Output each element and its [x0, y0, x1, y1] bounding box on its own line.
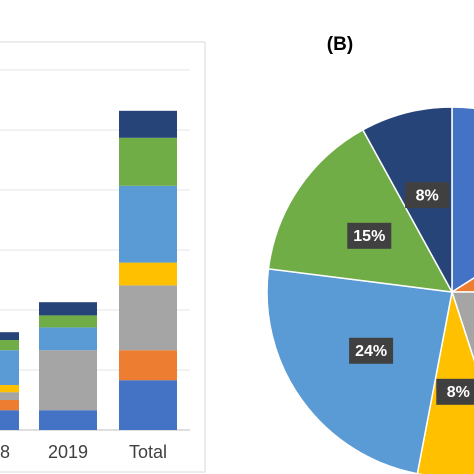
bar-segment	[39, 315, 97, 328]
pie-slice	[266, 267, 453, 474]
bar-segment	[0, 400, 19, 411]
data-label: 8%	[447, 384, 470, 401]
bar-segment	[39, 350, 97, 411]
bar-segment	[0, 350, 19, 385]
x-tick-label: Total	[129, 442, 167, 462]
bar-segment	[119, 285, 177, 351]
bar-segment	[119, 380, 177, 430]
bar-segment	[0, 410, 19, 430]
label-box	[349, 337, 394, 364]
label-box	[436, 378, 474, 405]
bar-segment	[119, 350, 177, 381]
bar-segment	[0, 392, 19, 400]
data-label: 24%	[355, 343, 387, 360]
x-tick-label: 2019	[48, 442, 88, 462]
bar-segment	[0, 340, 19, 351]
pie-title: (B)	[327, 34, 353, 55]
label-box	[347, 222, 392, 249]
bar-segment	[0, 385, 19, 393]
bar-segment	[39, 327, 97, 351]
pie-slice	[451, 106, 474, 294]
bar-segment	[119, 185, 177, 263]
bar-segment	[119, 110, 177, 138]
bar-segment	[0, 332, 19, 340]
label-box	[405, 182, 450, 209]
bar-segment	[39, 302, 97, 316]
bar-segment	[119, 262, 177, 286]
bar-segment	[39, 410, 97, 430]
pie-slice	[449, 277, 474, 293]
chart-frame	[0, 41, 206, 473]
x-tick-label: 2018	[0, 442, 10, 462]
pie-slice	[267, 128, 454, 293]
data-label: 15%	[353, 228, 385, 245]
bar-segment	[119, 137, 177, 186]
data-label: 8%	[416, 187, 439, 204]
